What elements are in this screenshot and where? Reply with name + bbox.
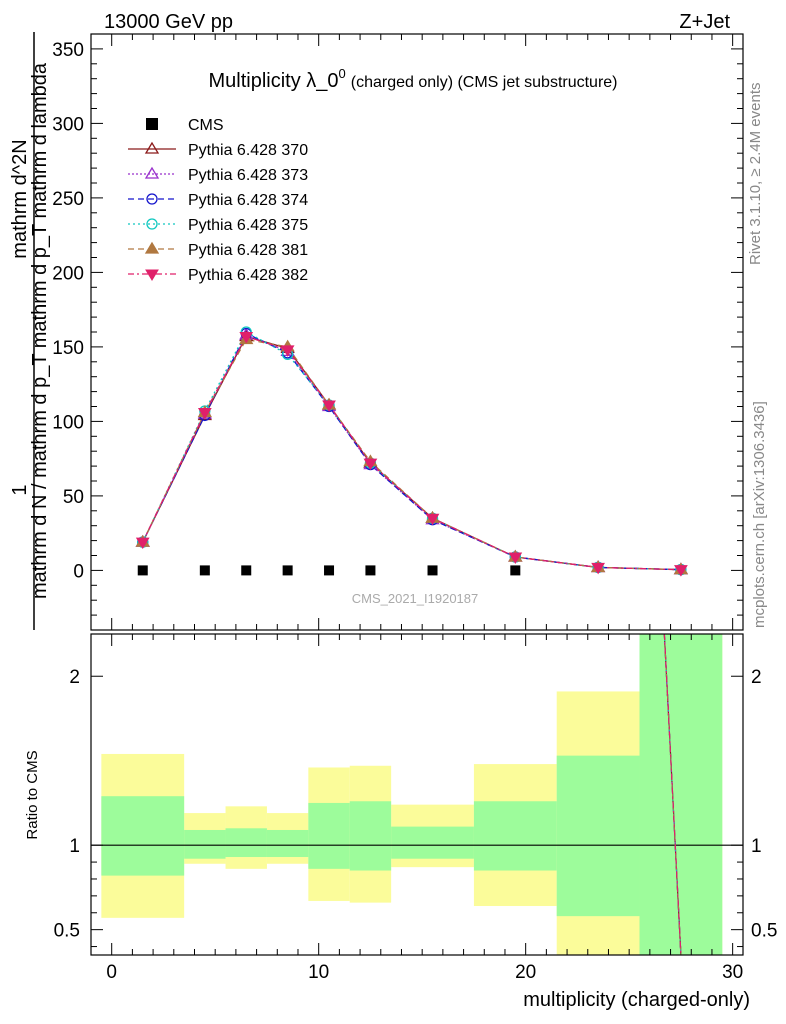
legend-label: Pythia 6.428 381 [188,242,308,259]
y-tick-label: 50 [63,487,84,508]
legend: CMS Pythia 6.428 370 Pythia 6.428 373 Pythi… [128,117,308,284]
legend-cms-label: CMS [188,117,224,134]
cms-data-points [137,565,521,576]
plot-title-main: Multiplicity λ_0 [208,70,338,92]
series-marker [146,193,158,205]
legend-cms-marker [146,118,158,130]
header-left-label: 13000 GeV pp [104,11,233,33]
series-line [142,335,681,571]
mcplots-label: mcplots.cern.ch [arXiv:1306.3436] [751,401,768,628]
series-marker [144,141,160,154]
ratio-y-tick-label: 1 [69,836,80,857]
cms-data-point [510,565,521,576]
ratio-y-tick-label-right: 1 [751,836,762,857]
series-marker [322,400,336,412]
cms-data-point [241,565,252,576]
ratio-y-tick-label-right: 0.5 [751,921,777,942]
y-tick-label: 0 [73,561,84,582]
ratio-y-tick-label: 0.5 [54,921,80,942]
series-marker [145,269,159,281]
ratio-band-inner [349,801,392,871]
series-line [142,331,681,571]
ratio-axis-label: Ratio to CMS [24,750,41,839]
axis-ticks [90,33,743,955]
series-marker [425,513,440,526]
ratio-band-inner [639,634,723,955]
series-marker [239,331,254,344]
ratio-band-inner [391,826,474,859]
legend-label: Pythia 6.428 382 [188,267,308,284]
cms-data-point [199,565,210,576]
x-tick-label: 20 [515,962,536,983]
ratio-uncertainty-bands [101,634,723,955]
ratio-band-inner [266,829,309,858]
ratio-series-line [663,633,682,956]
plot-title: Multiplicity λ_00 (charged only) (CMS jet… [208,66,617,92]
series-marker [591,562,605,575]
y-tick-label: 100 [52,412,84,433]
plot-title-small: (charged only) (CMS jet substructure) [351,74,618,91]
y-axis-label-denominator: mathrm d N / mathrm d p_T mathrm d p_T m… [29,62,51,599]
ratio-band-inner [184,829,226,859]
ratio-frame [90,633,744,956]
y-tick-label: 150 [52,338,84,359]
cms-data-point [324,565,335,576]
ratio-y-tick-label-right: 2 [751,667,762,688]
analysis-label: CMS_2021_I1920187 [352,591,479,606]
ratio-y-tick-label: 2 [69,667,80,688]
series-marker [146,218,158,230]
ratio-series-lines [663,633,682,956]
series-marker [674,565,688,577]
ratio-band-inner [473,801,557,871]
series-line [142,338,681,571]
series-marker [280,345,295,357]
y-tick-label: 200 [52,263,84,284]
series-marker [197,407,212,420]
series-marker [135,537,150,550]
legend-label: Pythia 6.428 373 [188,167,308,184]
main-series-markers [135,326,689,577]
legend-label: Pythia 6.428 374 [188,192,308,209]
x-axis-label: multiplicity (charged-only) [523,989,750,1011]
series-line [142,332,681,571]
x-tick-label: 0 [106,962,117,983]
series-line [142,334,681,571]
rivet-version-label: Rivet 3.1.10, ≥ 2.4M events [747,83,764,266]
header-right-label: Z+Jet [679,11,730,33]
main-series-lines [142,331,681,571]
series-marker [508,552,523,564]
ratio-band-inner [308,802,350,869]
cms-data-point [427,565,438,576]
plot-title-superscript: 0 [339,66,346,81]
y-tick-label: 350 [52,40,84,61]
ratio-band-inner [225,828,267,858]
series-marker [363,458,378,471]
series-marker [144,166,160,179]
y-axis-label-main: mathrm d^2N [9,139,31,258]
x-tick-label: 30 [722,962,743,983]
x-tick-label: 10 [308,962,329,983]
cms-data-point [365,565,376,576]
ratio-band-inner [101,796,185,876]
legend-label: Pythia 6.428 370 [188,142,308,159]
y-tick-label: 250 [52,189,84,210]
legend-label: Pythia 6.428 375 [188,217,308,234]
ratio-band-inner [556,755,640,917]
series-line [142,335,681,571]
series-marker [144,241,160,254]
y-tick-label: 300 [52,114,84,135]
cms-data-point [282,565,293,576]
ratio-series-line [663,633,682,956]
cms-data-point [137,565,148,576]
y-axis-label-numerator: 1 [9,484,31,495]
